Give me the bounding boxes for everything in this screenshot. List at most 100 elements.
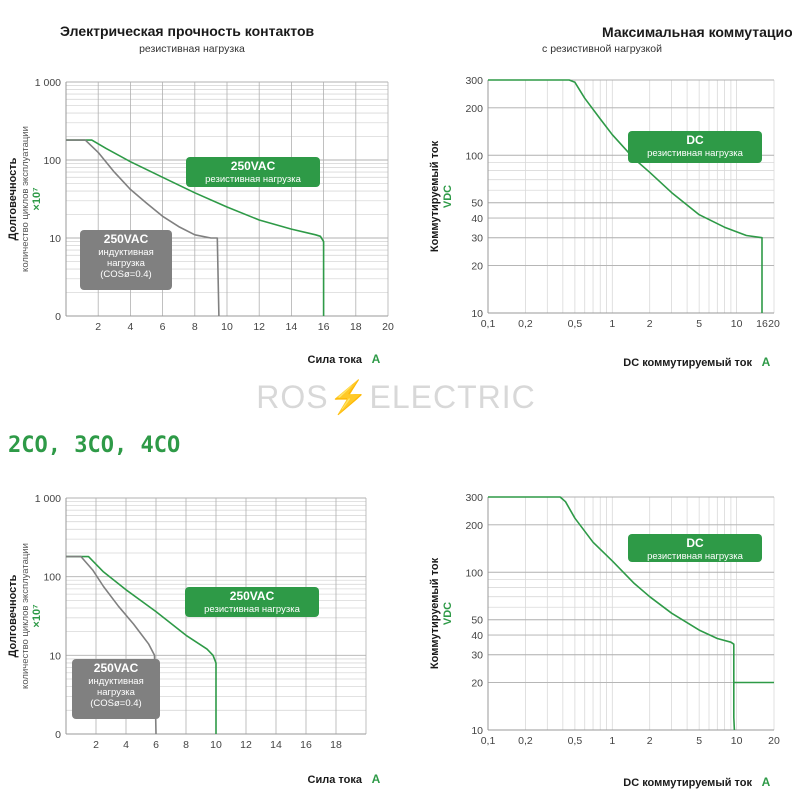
series-line [488,79,763,313]
x-tick-label: 6 [153,739,159,751]
y-axis-label: Коммутируемый ток [429,557,441,669]
x-axis-label: Сила тока [308,774,363,786]
annotation-text: (COSø=0.4) [100,269,151,280]
y-tick-label: 0 [55,311,61,323]
x-axis-unit: A [762,775,771,789]
y-axis-label: Долговечность [7,574,19,657]
annotation-title: 250VAC [104,232,149,246]
x-tick-label: 18 [330,739,342,751]
x-tick-label: 2 [95,321,101,333]
x-tick-label: 18 [350,321,362,333]
y-tick-label: 50 [471,198,483,210]
y-tick-label: 200 [465,103,483,115]
annotation-text: резистивная нагрузка [647,551,743,562]
y-tick-label: 20 [471,678,483,690]
x-tick-label: 0,5 [568,735,583,747]
x-tick-label: 8 [183,739,189,751]
gray-annotation-box [80,230,172,290]
x-tick-label: 10 [210,739,222,751]
annotation-title: 250VAC [231,159,276,173]
x-axis-label: Сила тока [308,354,363,366]
y-axis-label: Долговечность [7,157,19,240]
y-tick-label: 40 [471,630,483,642]
y-tick-label: 20 [471,261,483,273]
y-tick-label: 100 [43,572,61,584]
y-tick-label: 10 [49,650,61,662]
annotation-text: индуктивная [88,676,144,687]
x-tick-label: 16 [756,318,768,330]
y-axis-unit: VDC [442,185,454,208]
y-tick-label: 300 [465,75,483,87]
x-tick-label: 20 [768,735,780,747]
y-tick-label: 300 [465,492,483,504]
gray-annotation-box [72,659,160,719]
x-tick-label: 10 [731,318,743,330]
y-tick-label: 100 [465,150,483,162]
x-tick-label: 5 [696,735,702,747]
watermark: ROS⚡ELECTRIC [256,379,535,416]
annotation-title: DC [686,133,704,147]
x-tick-label: 10 [731,735,743,747]
chart-title: Максимальная коммутационная способность [602,24,792,40]
x-tick-label: 1 [609,735,615,747]
x-tick-label: 8 [192,321,198,333]
x-tick-label: 4 [123,739,129,751]
x-tick-label: 16 [300,739,312,751]
x-axis-unit: A [372,772,381,786]
y-tick-label: 0 [55,729,61,741]
annotation-text: нагрузка [107,258,146,269]
chart-switching-bottom: 10 20 30 40 50 100 200 300 0,1 0,2 0,5 1 2 5 10 20 Комму… [429,492,780,789]
chart-subtitle: резистивная нагрузка [139,43,245,55]
y-tick-label: 30 [471,650,483,662]
chart-title: Электрическая прочность контактов [60,23,314,39]
series-line [66,555,157,735]
x-axis-unit: A [762,355,771,369]
y-axis-label: Коммутируемый ток [429,140,441,252]
x-tick-label: 2 [647,735,653,747]
chart-endurance-top: 0 10 100 1 000 2 4 6 8 10 12 14 16 18 20 Электрическая… [7,23,394,366]
x-tick-label: 20 [768,318,780,330]
y-axis-unit: VDC [442,602,454,625]
chart-endurance-bottom: 0 10 100 1 000 2 4 6 8 10 12 14 16 18 Долговечность ко… [7,493,381,786]
x-tick-label: 12 [253,321,265,333]
y-tick-label: 10 [49,233,61,245]
annotation-text: индуктивная [98,247,154,258]
x-tick-label: 2 [93,739,99,751]
annotation-text: резистивная нагрузка [204,604,300,615]
annotation-text: резистивная нагрузка [205,174,301,185]
x-tick-label: 0,2 [518,735,533,747]
series-line [488,496,736,731]
y-tick-label: 1 000 [35,493,61,505]
y-axis-sublabel: количество циклов эксплуатации [20,126,31,272]
annotation-text: нагрузка [97,687,136,698]
x-tick-label: 5 [696,318,702,330]
x-tick-label: 0,1 [481,735,496,747]
green-annotation-box [186,157,320,187]
annotation-text: резистивная нагрузка [647,148,743,159]
x-tick-label: 14 [286,321,298,333]
x-tick-label: 12 [240,739,252,751]
x-axis-unit: A [372,352,381,366]
annotation-title: 250VAC [230,589,275,603]
y-tick-label: 1 000 [35,77,61,89]
y-axis-unit: ×10⁷ [31,187,43,211]
x-tick-label: 4 [127,321,133,333]
x-axis-label: DC коммутируемый ток [623,357,752,369]
section-heading: 2CO, 3CO, 4CO [8,433,180,458]
annotation-title: 250VAC [94,661,139,675]
green-annotation-box [185,587,319,617]
x-tick-label: 0,5 [568,318,583,330]
x-axis-label: DC коммутируемый ток [623,777,752,789]
series-line [66,139,325,316]
series-line [66,555,217,734]
y-axis-unit: ×10⁷ [31,604,43,628]
y-axis-sublabel: количество циклов эксплуатации [20,543,31,689]
x-tick-label: 14 [270,739,282,751]
green-annotation-box [628,534,762,562]
x-tick-label: 2 [647,318,653,330]
annotation-title: DC [686,536,704,550]
y-tick-label: 10 [471,308,483,320]
